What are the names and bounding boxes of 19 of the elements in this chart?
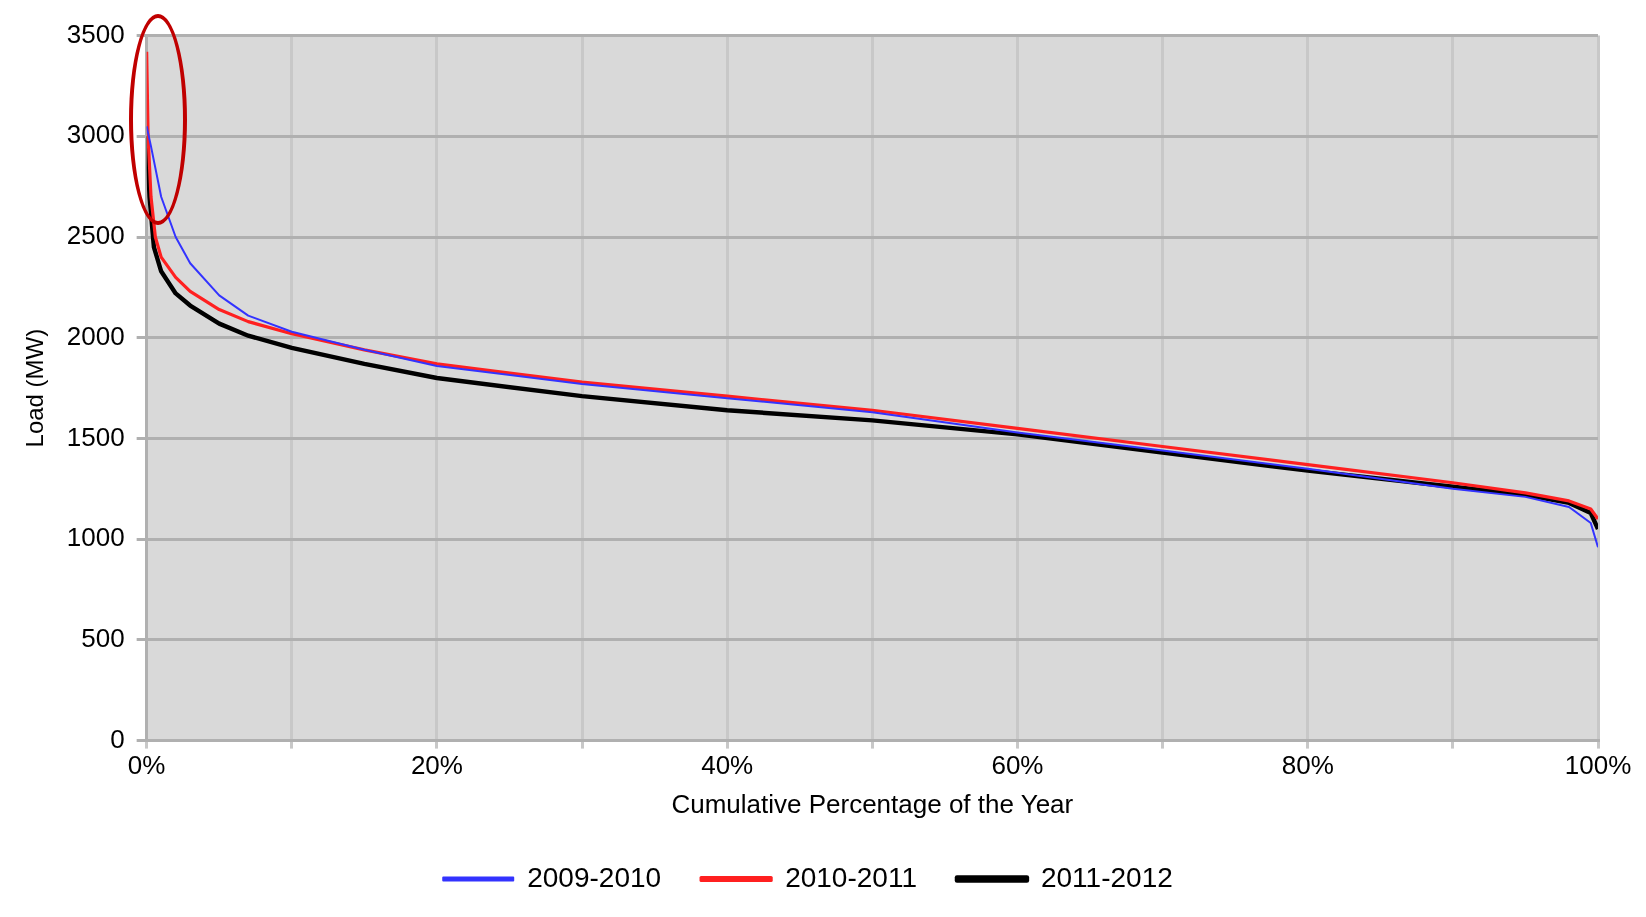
x-tick-label: 20% [410,750,463,781]
legend-label: 2009-2010 [527,861,662,893]
y-tick-label: 1500 [66,421,125,452]
y-tick-label: 3000 [66,119,125,150]
y-tick-label: 3500 [66,18,125,49]
x-axis-title: Cumulative Percentage of the Year [671,788,1074,819]
legend-label: 2011-2012 [1040,861,1173,893]
y-tick-label: 1000 [66,522,125,553]
x-tick-label: 80% [1281,750,1334,781]
y-tick-label: 0 [110,723,125,754]
x-tick-label: 0% [127,750,166,781]
x-tick-label: 100% [1564,750,1632,781]
y-tick-label: 2500 [66,220,125,251]
y-axis-title: Load (MW) [21,328,49,448]
legend-label: 2010-2011 [785,861,917,893]
x-tick-label: 60% [991,750,1044,781]
x-tick-label: 40% [701,750,754,781]
y-tick-label: 500 [81,623,125,654]
y-tick-label: 2000 [66,320,125,351]
